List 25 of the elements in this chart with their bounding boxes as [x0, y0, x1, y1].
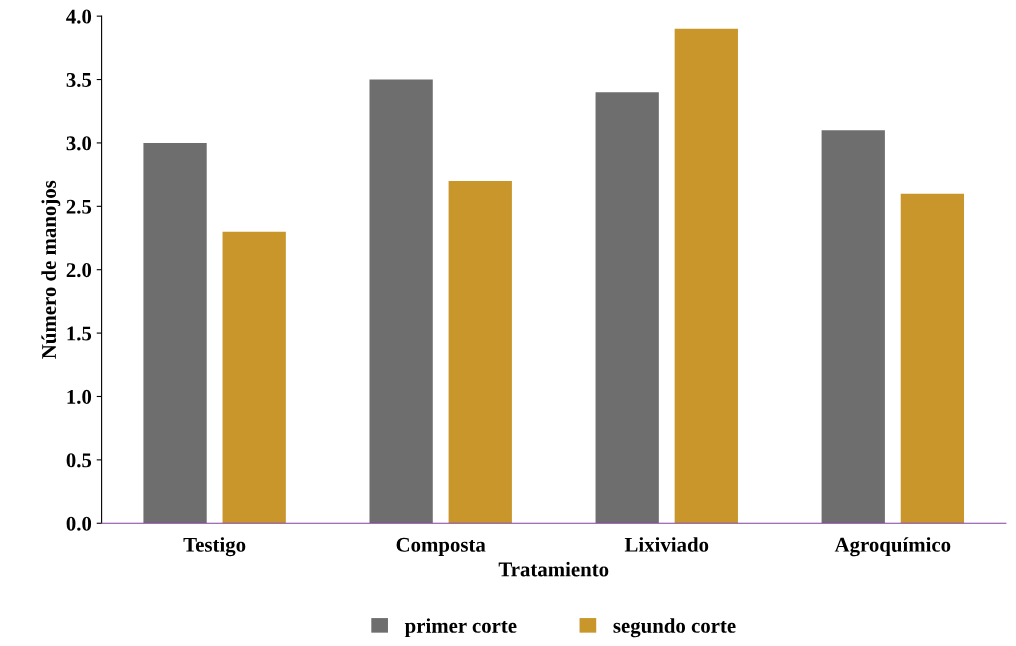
legend-label: primer corte	[404, 618, 517, 638]
bar	[674, 28, 738, 524]
bar	[900, 193, 965, 524]
y-tick-label: 0.0	[66, 516, 92, 531]
y-tick-label: 3.0	[66, 136, 92, 151]
bar	[595, 92, 659, 524]
bar	[143, 142, 207, 524]
y-tick-label: 2.5	[66, 199, 92, 214]
x-tick-label: Testigo	[183, 537, 246, 557]
bar	[821, 130, 885, 524]
y-tick-label: 4.0	[66, 9, 92, 24]
bar	[448, 180, 512, 524]
y-tick-label: 3.5	[66, 72, 92, 88]
y-tick-label: 0.5	[66, 453, 92, 468]
x-tick-label: Composta	[396, 537, 486, 557]
y-axis-title: Número de manojos	[41, 180, 61, 359]
bar	[222, 231, 286, 524]
bar	[369, 79, 433, 524]
legend-label: segundo corte	[613, 618, 736, 638]
x-tick-label: Agroquímico	[834, 537, 951, 557]
x-tick-label: Lixiviado	[624, 537, 709, 552]
y-tick-label: 1.0	[67, 389, 92, 405]
y-tick-label: 2.0	[66, 263, 92, 278]
y-tick-label: 1.5	[67, 326, 92, 341]
x-axis-title: Tratamiento	[498, 561, 609, 577]
